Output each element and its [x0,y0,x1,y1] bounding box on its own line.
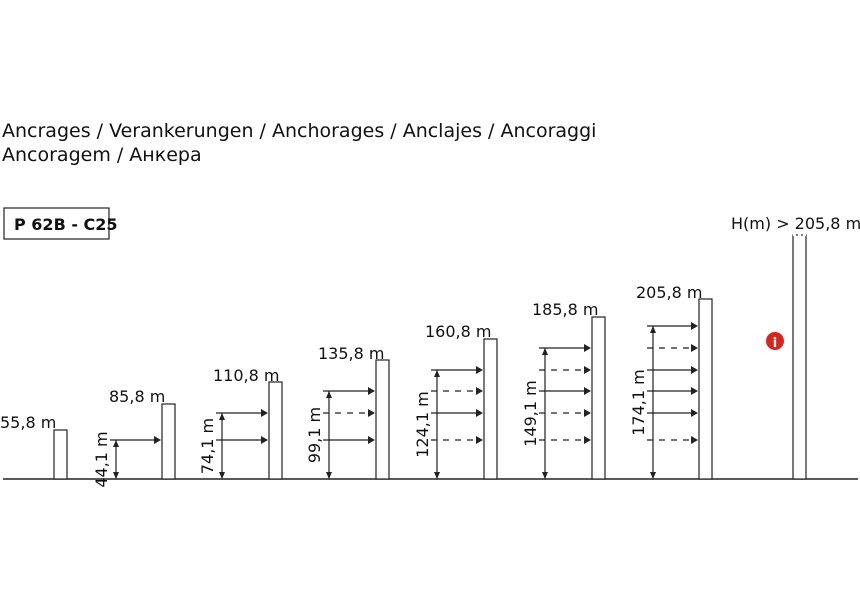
masts: 55,8 m 85,8 m 44,1 m 110,8 m 74,1 m 135,8 m 99… [0,214,860,488]
mast-height: 185,8 m [532,300,598,319]
anchor-arrowhead [584,436,591,444]
mast [375,359,390,480]
anchor-arrowhead [691,436,698,444]
anchor-arrowhead [261,436,268,444]
anchor-height: 99,1 m [305,407,324,463]
anchor-height: 124,1 m [413,391,432,457]
mast [792,234,807,480]
mast [268,381,283,480]
mast-height: 85,8 m [109,387,165,406]
title-line: Ancrages / Verankerungen / Anchorages / … [2,120,596,142]
anchor-arrowhead [476,366,483,374]
mast-height: 205,8 m [636,283,702,302]
anchor-height: 74,1 m [198,418,217,474]
anchor-arrowhead [476,409,483,417]
anchor-height: 149,1 m [521,380,540,446]
anchor-height: 174,1 m [629,369,648,435]
mast [698,298,713,480]
mast-height: 135,8 m [318,344,384,363]
anchor-arrowhead [691,322,698,330]
badge: P 62B - C25 [14,215,118,234]
anchor-arrowhead [368,387,375,395]
anchor-arrowhead [691,409,698,417]
mast [53,429,68,480]
anchor-arrowhead [476,387,483,395]
anchor-arrowhead [584,344,591,352]
anchor-arrowhead [584,387,591,395]
anchor-arrowhead [368,436,375,444]
badge-box [3,207,110,240]
mast [161,403,176,480]
anchor-arrowhead [368,409,375,417]
anchor-arrowhead [691,387,698,395]
info-icon-glyph: i [773,336,777,351]
title-line: Ancoragem / Анкера [2,144,202,166]
mast [483,338,498,480]
anchor-arrowhead [476,436,483,444]
mast-height: 160,8 m [425,322,491,341]
anchor-arrowhead [261,409,268,417]
anchor-arrowhead [584,366,591,374]
anchor-arrowhead [154,436,161,444]
mast-height: 55,8 m [0,413,56,432]
mast-height: 110,8 m [213,366,279,385]
anchor-arrowhead [691,344,698,352]
mast-height: H(m) > 205,8 m [731,214,860,233]
dimension-arrow [219,413,225,479]
anchor-arrowhead [584,409,591,417]
anchor-arrowhead [691,366,698,374]
mast [591,316,606,480]
anchor-height: 44,1 m [92,431,111,487]
info-icon [766,332,784,350]
